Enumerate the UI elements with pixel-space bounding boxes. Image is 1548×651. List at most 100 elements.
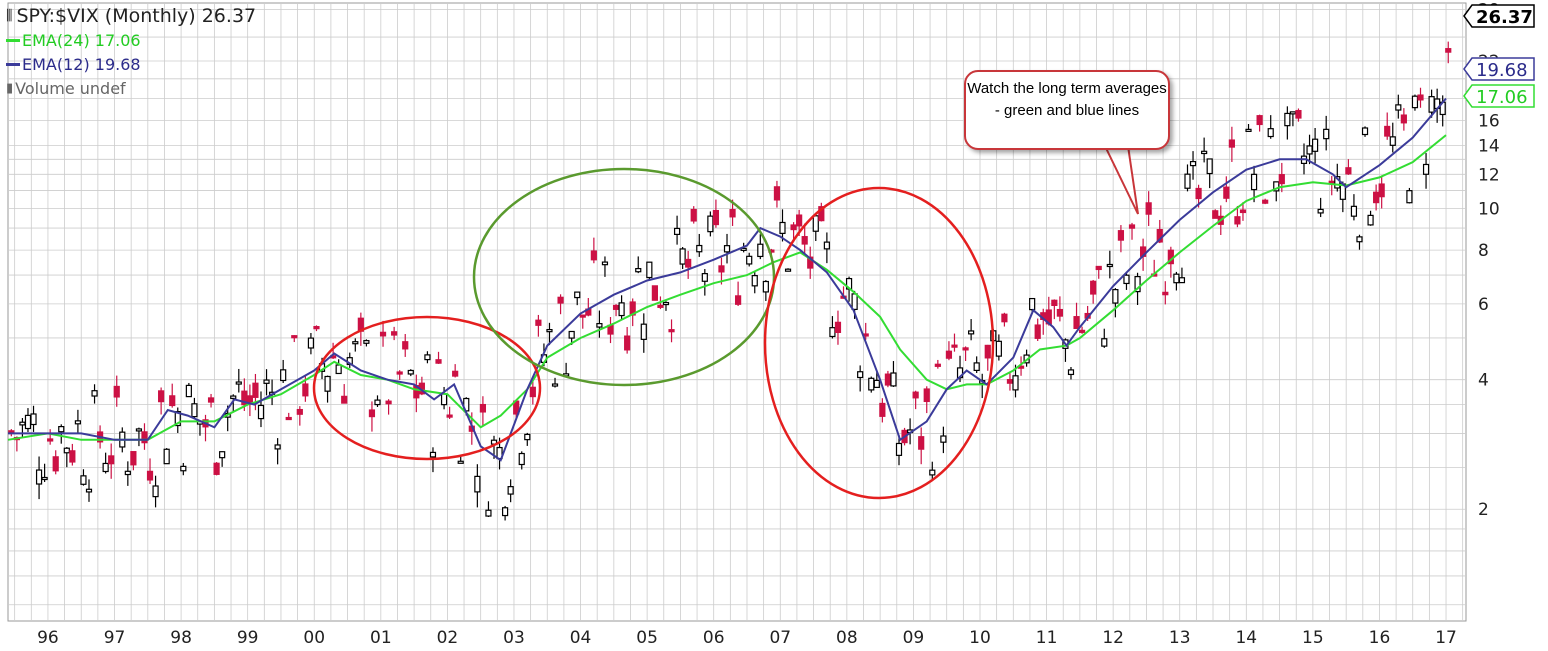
candle-body xyxy=(673,227,681,236)
candle-body xyxy=(546,329,553,333)
candle-body xyxy=(579,314,586,318)
candle-body xyxy=(624,335,631,351)
x-tick-label: 01 xyxy=(370,628,392,648)
last-value-label: 26.37 xyxy=(1476,7,1533,28)
candle-body xyxy=(574,291,581,299)
volume-label: Volume undef xyxy=(15,78,126,98)
candle-body xyxy=(102,462,109,473)
candle-body xyxy=(945,350,953,359)
candle-body xyxy=(1101,338,1108,347)
candle-body xyxy=(1245,128,1252,132)
candle-body xyxy=(912,391,919,399)
candle-body xyxy=(529,386,536,398)
candle-body xyxy=(391,331,398,336)
annotation-callout: Watch the long term averages - green and… xyxy=(964,70,1170,150)
candle-body xyxy=(873,379,880,388)
candle-body xyxy=(435,359,442,364)
candle-body xyxy=(1367,214,1374,226)
last-value-tag xyxy=(1463,84,1535,108)
candle-body xyxy=(52,456,59,472)
candle-body xyxy=(424,354,431,361)
candle-body xyxy=(973,362,980,372)
candle-body xyxy=(1106,263,1113,268)
candle-body xyxy=(685,258,692,268)
candle-body xyxy=(207,397,215,403)
candle-body xyxy=(440,393,448,406)
y-tick-label: 16 xyxy=(1478,112,1500,132)
candle-body xyxy=(1006,379,1014,384)
candle-body xyxy=(246,395,253,403)
candle-body xyxy=(368,409,376,418)
candle-body xyxy=(135,428,143,432)
candle-body xyxy=(1267,128,1274,138)
candle-body xyxy=(851,293,858,311)
candle-body xyxy=(773,186,781,201)
ema12-label: EMA(12) 19.68 xyxy=(22,54,141,74)
y-tick-label: 2 xyxy=(1478,500,1489,520)
annotation-text: Watch the long term averages - green and… xyxy=(967,80,1167,119)
candle-body xyxy=(1400,114,1407,124)
candle-body xyxy=(352,341,359,345)
last-value-tag xyxy=(1463,57,1535,81)
candle-body xyxy=(690,208,697,222)
candle-body xyxy=(895,442,903,456)
candle-body xyxy=(1389,136,1396,146)
x-tick-label: 16 xyxy=(1369,628,1391,648)
ema24-line xyxy=(7,134,1447,441)
candle-body xyxy=(1445,48,1452,53)
candle-body xyxy=(612,304,620,310)
y-tick-label: 4 xyxy=(1478,371,1489,391)
candle-body xyxy=(662,301,670,306)
candle-body xyxy=(30,413,37,426)
ema24-label: EMA(24) 17.06 xyxy=(22,30,141,50)
legend: ⫼ SPY:$VIX (Monthly) 26.37 EMA(24) 17.06… xyxy=(6,4,256,100)
candle-body xyxy=(296,408,303,415)
ema24-swatch xyxy=(6,38,20,42)
candle-body xyxy=(24,414,32,430)
chart-title: SPY:$VIX (Monthly) 26.37 xyxy=(16,5,257,27)
candle-body xyxy=(280,369,287,382)
candle-body xyxy=(1239,209,1247,214)
x-tick-label: 11 xyxy=(1036,628,1058,648)
ellipse-2004-2006 xyxy=(472,167,776,387)
candle-body xyxy=(801,236,808,245)
candle-body xyxy=(1189,160,1197,167)
x-tick-label: 07 xyxy=(769,628,791,648)
candle-body xyxy=(230,395,237,400)
candle-body xyxy=(651,285,658,301)
candlestick-icon: ⫼ xyxy=(6,8,13,24)
x-tick-label: 04 xyxy=(570,628,592,648)
candle-body xyxy=(1262,199,1269,204)
candle-body xyxy=(1117,230,1125,241)
candle-body xyxy=(152,485,159,498)
plot-border xyxy=(7,2,1467,622)
candle-body xyxy=(984,344,991,359)
candle-body xyxy=(1073,316,1080,329)
candle-body xyxy=(130,451,137,466)
candle-body xyxy=(1311,138,1319,152)
candle-body xyxy=(1195,187,1202,200)
candle-body xyxy=(751,275,758,287)
candle-body xyxy=(1428,96,1435,113)
candle-body xyxy=(191,403,198,418)
candle-body xyxy=(1406,190,1413,204)
candle-body xyxy=(1278,174,1285,185)
candle-body xyxy=(407,369,414,375)
candle-body xyxy=(590,250,597,261)
candle-body xyxy=(790,224,797,231)
volume-bars-icon: ▮ xyxy=(6,80,14,96)
candle-body xyxy=(1273,181,1280,192)
candle-body xyxy=(124,470,131,476)
candle-body xyxy=(596,323,603,328)
candle-body xyxy=(174,411,181,427)
candle-body xyxy=(1112,289,1119,304)
candle-body xyxy=(180,465,187,472)
ellipse-2001-2002 xyxy=(312,315,542,461)
candle-body xyxy=(784,268,792,272)
candle-body xyxy=(940,435,947,443)
candle-body xyxy=(169,395,176,407)
x-tick-label: 14 xyxy=(1235,628,1257,648)
x-tick-label: 10 xyxy=(969,628,991,648)
x-tick-label: 13 xyxy=(1169,628,1191,648)
y-tick-label: 10 xyxy=(1478,199,1500,219)
